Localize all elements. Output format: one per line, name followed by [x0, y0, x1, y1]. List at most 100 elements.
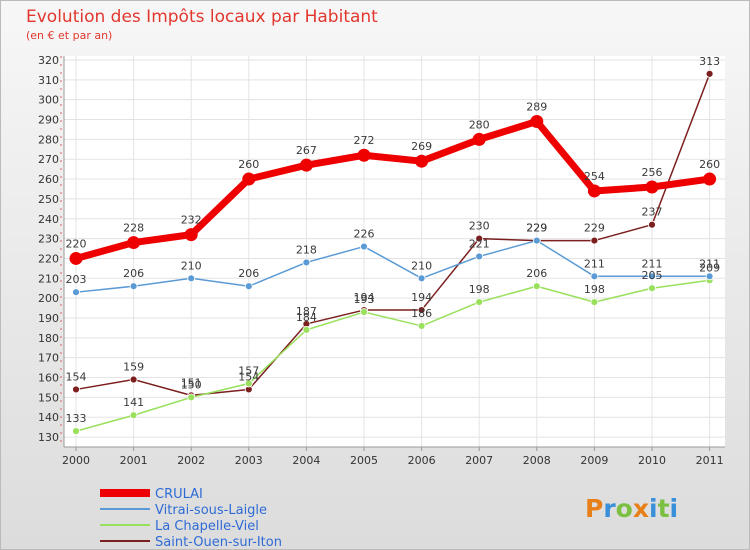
data-label: 229 [584, 222, 605, 235]
y-tick-label: 250 [38, 193, 59, 206]
svg-text:Proxiti: Proxiti [585, 494, 678, 523]
data-point [302, 325, 311, 334]
data-point [129, 411, 138, 420]
data-label: 289 [526, 100, 547, 113]
data-label: 211 [642, 257, 663, 270]
data-point [417, 306, 426, 314]
data-point [72, 385, 80, 394]
data-label: 269 [411, 140, 432, 153]
y-axis-ticks: 130 140 150 160 170 180 190 200 210 220 230 240 250 2… [38, 54, 59, 444]
data-label: 209 [699, 261, 720, 274]
data-label: 133 [66, 412, 87, 425]
data-label: 280 [469, 118, 490, 131]
y-tick-label: 310 [38, 74, 59, 87]
data-label: 267 [296, 144, 317, 157]
x-tick-label: 2006 [408, 454, 436, 467]
data-point [475, 252, 484, 261]
data-label: 194 [411, 291, 432, 304]
data-label: 154 [66, 370, 87, 383]
series-line [75, 279, 711, 432]
data-label: 272 [354, 134, 375, 147]
x-tick-label: 2009 [580, 454, 608, 467]
data-label: 221 [469, 237, 490, 250]
data-label: 206 [123, 267, 144, 280]
data-point [417, 322, 426, 330]
y-tick-label: 290 [38, 114, 59, 127]
data-point [532, 236, 541, 245]
y-tick-label: 230 [38, 233, 59, 246]
data-point [242, 172, 256, 186]
data-label: 157 [238, 364, 259, 377]
data-point [72, 427, 80, 436]
series-vitrai-sous-laigle [72, 236, 714, 297]
data-point [530, 114, 544, 128]
data-point [645, 180, 659, 194]
data-label: 206 [238, 267, 259, 280]
y-tick-label: 270 [38, 153, 59, 166]
data-label: 206 [526, 267, 547, 280]
data-point [184, 228, 198, 242]
data-point [357, 148, 371, 162]
data-point [360, 242, 368, 251]
y-tick-label: 210 [38, 272, 59, 285]
data-label: 151 [181, 376, 202, 389]
data-point [244, 379, 253, 388]
data-point [187, 393, 196, 402]
data-label: 229 [526, 222, 547, 235]
data-label: 228 [123, 222, 144, 235]
x-tick-label: 2004 [292, 454, 320, 467]
data-point [475, 298, 484, 307]
x-tick-label: 2001 [120, 454, 148, 467]
data-point [472, 132, 486, 146]
data-label: 313 [699, 55, 720, 68]
legend-label: Vitrai-sous-Laigle [155, 503, 267, 518]
plot-area [64, 56, 725, 447]
data-label: 198 [584, 283, 605, 296]
data-point [127, 236, 141, 250]
series-layer [69, 69, 717, 436]
data-point [648, 220, 656, 229]
y-tick-label: 140 [38, 411, 59, 424]
y-tick-label: 320 [38, 54, 59, 67]
grid [60, 56, 725, 448]
y-tick-label: 200 [38, 292, 59, 305]
x-tick-label: 2010 [638, 454, 666, 467]
x-tick-label: 2007 [465, 454, 493, 467]
chart-subtitle: (en € et par an) [26, 29, 112, 42]
data-point [187, 274, 196, 283]
y-tick-label: 240 [38, 213, 59, 226]
data-labels: 154 159 151 154 187 194 194 230 229 229 237 313 133 1… [66, 55, 721, 425]
y-tick-label: 190 [38, 312, 59, 325]
data-label: 187 [296, 305, 317, 318]
y-tick-label: 300 [38, 94, 59, 107]
data-label: 205 [642, 269, 663, 282]
data-label: 254 [584, 170, 605, 183]
x-tick-label: 2000 [62, 454, 90, 467]
data-point [648, 272, 656, 281]
data-label: 237 [642, 206, 663, 219]
legend-label: Saint-Ouen-sur-Iton [155, 535, 282, 550]
data-point [129, 282, 138, 291]
data-point [244, 282, 253, 291]
data-point [532, 282, 541, 291]
data-point [299, 158, 313, 172]
data-label: 154 [238, 370, 259, 383]
data-label: 203 [66, 273, 87, 286]
data-label: 260 [238, 158, 259, 171]
y-tick-label: 280 [38, 133, 59, 146]
data-point [129, 375, 138, 384]
x-tick-label: 2005 [350, 454, 378, 467]
data-point [587, 184, 601, 198]
proxiti-logo: Proxiti [585, 494, 678, 523]
data-label: 193 [354, 293, 375, 306]
x-tick-label: 2008 [523, 454, 551, 467]
data-label: 186 [411, 307, 432, 320]
series-line [72, 117, 714, 262]
data-label: 159 [123, 361, 144, 374]
y-tick-label: 220 [38, 252, 59, 265]
y-tick-label: 170 [38, 352, 59, 365]
data-point [705, 272, 714, 281]
